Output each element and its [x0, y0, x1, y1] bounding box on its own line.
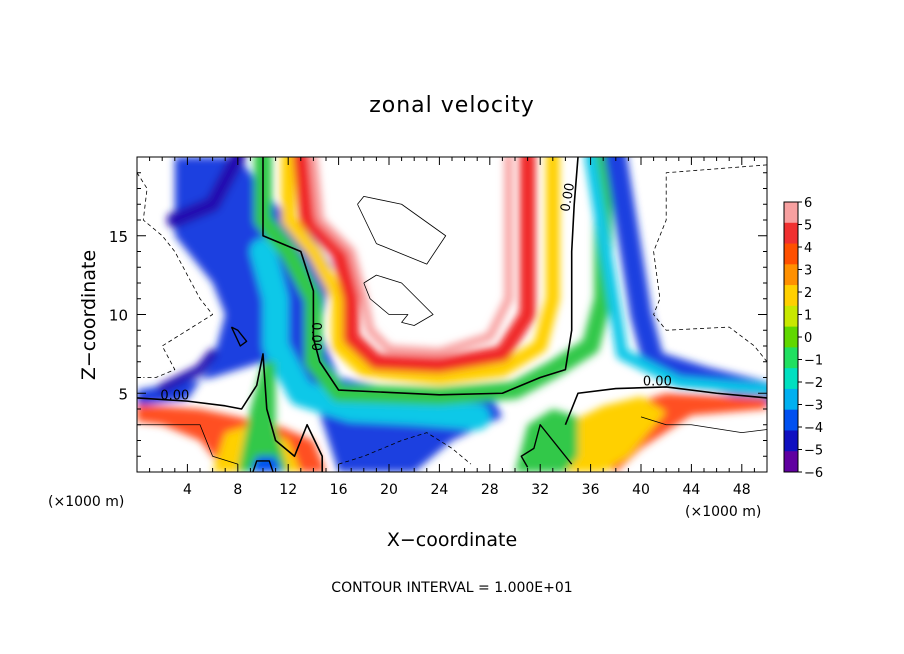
colorbar-label: −5: [804, 444, 823, 459]
contour-interval-note: CONTOUR INTERVAL = 1.000E+01: [331, 580, 572, 596]
x-tick-label: 24: [430, 482, 448, 498]
colorbar-label: 6: [804, 196, 812, 211]
yellow-region-right: [552, 396, 667, 472]
contour-label: 0.00: [160, 389, 189, 404]
x-tick-label: 4: [183, 482, 192, 498]
colorbar-label: 2: [804, 286, 812, 301]
colorbar-label: −4: [804, 421, 823, 436]
zero-contour-bottom: [520, 424, 573, 468]
colorbar-swatch: [784, 347, 798, 369]
colorbar-swatch: [784, 285, 798, 307]
cyan-band-right: [584, 157, 767, 397]
zero-contour-loop: [230, 326, 248, 347]
x-tick-label: 12: [279, 482, 297, 498]
colorbar-swatch: [784, 243, 798, 265]
colorbar-label: 1: [804, 309, 812, 324]
contour-neg-left: [137, 172, 214, 378]
chart-title: zonal velocity: [369, 93, 535, 118]
zero-contour-main: [262, 157, 579, 396]
contour-label: 0.00: [643, 374, 672, 389]
contour-positive-lower: [363, 274, 434, 326]
pink-edge: [309, 157, 513, 357]
contour-thin-right: [640, 416, 767, 434]
x-axis: 4 8 12 16 20 24 28 32 36 40 44 48: [149, 157, 755, 498]
colorbar-label: 3: [804, 264, 812, 279]
dark-edge-left: [166, 157, 246, 228]
x-tick-label: 28: [481, 482, 499, 498]
colorbar-swatch: [784, 430, 798, 452]
dark-edge-low: [157, 348, 218, 394]
x-unit-label: (×1000 m): [48, 494, 124, 510]
colorbar-swatch: [784, 451, 798, 473]
contour-label: 0.00: [308, 322, 323, 351]
zero-band-green: [254, 157, 613, 406]
x-tick-label: 48: [733, 482, 751, 498]
x-tick-label: 40: [632, 482, 650, 498]
contour-neg-bottom: [338, 432, 472, 465]
colorbar-swatch: [784, 264, 798, 286]
colorbar-swatch: [784, 368, 798, 390]
y-tick-label: 10: [109, 307, 128, 325]
x-tick-label: 32: [531, 482, 549, 498]
colorbar-label: 4: [804, 241, 812, 256]
x-unit-label-right: (×1000 m): [685, 504, 761, 520]
red-band: [292, 157, 536, 373]
x-tick-label: 44: [682, 482, 700, 498]
colorbar-label: −3: [804, 399, 823, 414]
y-axis-label: Z−coordinate: [78, 250, 100, 380]
contour-neg-right: [653, 164, 767, 362]
x-tick-label: 16: [330, 482, 348, 498]
y-axis: 5 10 15: [109, 172, 767, 457]
zero-contour-right: [564, 386, 767, 426]
y-tick-label: 5: [118, 385, 128, 403]
colorbar-swatch: [784, 388, 798, 411]
plot-area: [137, 157, 767, 472]
colorbar: 6 5 4 3 2 1 0 −1 −2 −3 −4 −5 −6: [783, 196, 823, 481]
colorbar-label: −2: [804, 376, 823, 391]
zero-contour-spot: [252, 460, 274, 472]
colorbar-label: −1: [804, 354, 823, 369]
x-tick-label: 36: [582, 482, 600, 498]
x-tick-label: 8: [233, 482, 242, 498]
x-axis-label: X−coordinate: [387, 529, 517, 551]
x-tick-label: 20: [380, 482, 398, 498]
contour-label: 0.00: [558, 182, 578, 213]
green-region-mid: [515, 409, 578, 472]
colorbar-swatch: [784, 202, 798, 224]
colorbar-label: −6: [804, 466, 823, 481]
colorbar-swatch: [784, 222, 798, 245]
y-tick-label: 15: [109, 228, 128, 246]
colorbar-swatch: [784, 305, 798, 328]
colorbar-label: 0: [804, 331, 812, 346]
contour-positive-upper: [357, 195, 447, 265]
zero-contour-left: [137, 353, 324, 472]
contour-labels: 0.00 0.00 0.00 0.00: [160, 182, 672, 404]
yellow-band: [281, 157, 560, 385]
cyan-band-left: [250, 238, 491, 430]
blue-spot-bottom: [250, 456, 282, 472]
colorbar-label: 5: [804, 219, 812, 234]
colorbar-swatch: [784, 409, 798, 431]
green-column: [237, 361, 289, 472]
colorbar-swatch: [784, 326, 798, 348]
contour-thin-left: [137, 424, 238, 465]
